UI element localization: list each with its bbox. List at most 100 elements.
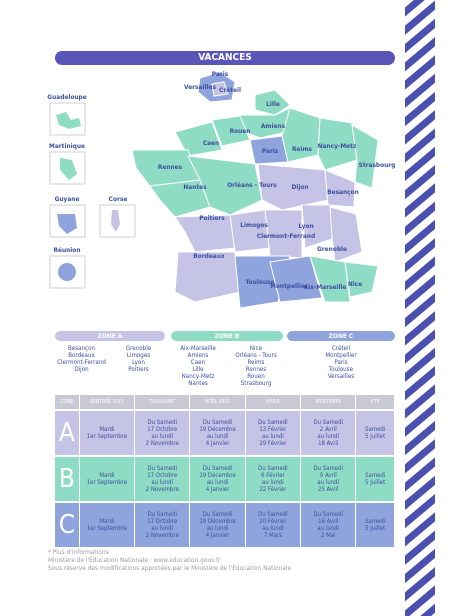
city: Lyon bbox=[132, 359, 145, 366]
city: Nantes bbox=[188, 380, 208, 387]
map-label: Poitiers bbox=[199, 214, 225, 222]
map-label: Aix-Marseille bbox=[304, 283, 347, 291]
city: Bordeaux bbox=[68, 352, 95, 359]
zone-cities: Besançon Bordeaux Clermont-Ferrand Dijon Gre… bbox=[55, 345, 165, 373]
map-label: Guadeloupe bbox=[47, 93, 86, 101]
table-cell: Samedi 5 Juillet bbox=[356, 457, 394, 501]
city: Paris bbox=[334, 359, 348, 366]
zone-letter: B bbox=[55, 457, 79, 501]
table-cell: Du Samedi 19 Décembre au lundi 4 Janvier bbox=[190, 411, 245, 455]
map-label: Martinique bbox=[49, 142, 85, 150]
table-cell: Du Samedi 17 Octobre au lundi 2 Novembre bbox=[135, 457, 190, 501]
table-cell: Du Samedi 2 Avril au lundi 18 Avril bbox=[301, 411, 356, 455]
city: Nice bbox=[249, 345, 263, 352]
city: Lille bbox=[192, 366, 204, 373]
table-cell: Samedi 5 Juillet bbox=[356, 411, 394, 455]
city: Strasbourg bbox=[240, 380, 272, 387]
footer-line: Sous réserve des modifications apportées… bbox=[48, 564, 292, 572]
map-label: Lille bbox=[266, 100, 280, 108]
city: Clermont-Ferrand bbox=[57, 359, 106, 366]
overseas-shapes bbox=[56, 112, 120, 281]
table-cell: Du Samedi 19 Décembre au lundi 4 Janvier bbox=[190, 503, 245, 547]
map-label: Nancy-Metz bbox=[318, 142, 357, 150]
map-label: Versailles bbox=[184, 83, 216, 91]
city: Rouen bbox=[247, 373, 265, 380]
map-label: Grenoble bbox=[317, 245, 347, 253]
city: Aix-Marseille bbox=[180, 345, 216, 352]
zone-label: ZONE B bbox=[171, 331, 283, 341]
city: Versailles bbox=[327, 373, 355, 380]
regions bbox=[131, 71, 379, 309]
map-label: Guyane bbox=[55, 195, 80, 203]
map-label: Strasbourg bbox=[359, 161, 396, 169]
map-label: Rennes bbox=[158, 163, 183, 171]
header-cell: RENTRÉE 2015 bbox=[79, 395, 135, 409]
map-label: Limoges bbox=[240, 221, 268, 229]
stripes bbox=[405, 0, 435, 616]
header-cell: ZONE bbox=[55, 395, 79, 409]
header-cell: HIVER bbox=[245, 395, 301, 409]
header-cell: PRINTEMPS bbox=[301, 395, 356, 409]
table-cell: Du Samedi 9 Avril au lundi 25 Avril bbox=[301, 457, 356, 501]
overseas-boxes bbox=[49, 102, 136, 289]
footer: * Plus d'informations Ministère de l'Édu… bbox=[48, 548, 291, 572]
map-label: Orléans - Tours bbox=[227, 181, 277, 189]
zone-cities: Aix-Marseille Amiens Caen Lille Nancy-Metz Na… bbox=[171, 345, 283, 387]
table-cell: Samedi 5 Juillet bbox=[356, 503, 394, 547]
map-label: Dijon bbox=[291, 183, 308, 191]
table-cell: Du Samedi 17 Octobre au lundi 2 Novembre bbox=[135, 503, 190, 547]
city: Rennes bbox=[245, 366, 267, 373]
footer-line: * Plus d'informations bbox=[48, 548, 109, 556]
map-label: Lyon bbox=[298, 222, 313, 230]
zone-letter: C bbox=[55, 503, 79, 547]
table-cell: Mardi 1er Septembre bbox=[79, 503, 135, 547]
city: Nancy-Metz bbox=[181, 373, 215, 380]
table-cell: Du Samedi 13 Février au lundi 29 Février bbox=[245, 411, 301, 455]
map-label: Paris bbox=[262, 147, 279, 155]
map-label: Caen bbox=[203, 139, 219, 147]
map-label: Nice bbox=[348, 280, 362, 288]
table-row: B Mardi 1er Septembre Du Samedi 17 Octobre… bbox=[55, 457, 395, 501]
header-row: ZONE RENTRÉE 2015 TOUSSAINT NOËL 2015 HIVER P… bbox=[55, 395, 395, 409]
city: Reims bbox=[247, 359, 265, 366]
map-label: Paris bbox=[212, 70, 229, 78]
city: Montpellier bbox=[325, 352, 357, 359]
map-label: Corse bbox=[109, 195, 128, 203]
table-cell: Du Samedi 19 Décembre au lundi 4 Janvier bbox=[190, 457, 245, 501]
map-label: Bordeaux bbox=[193, 252, 225, 260]
map-label: Toulouse bbox=[246, 278, 275, 286]
table-cell: Mardi 1er Septembre bbox=[79, 411, 135, 455]
city: Orléans - Tours bbox=[235, 352, 277, 359]
city: Poitiers bbox=[128, 366, 149, 373]
city: Dijon bbox=[74, 366, 89, 373]
city: Amiens bbox=[187, 352, 209, 359]
header-cell: TOUSSAINT bbox=[135, 395, 190, 409]
map-label: Besançon bbox=[327, 188, 359, 196]
city: Toulouse bbox=[328, 366, 354, 373]
table-cell: Du Samedi 17 Octobre au lundi 2 Novembre bbox=[135, 411, 190, 455]
city: Grenoble bbox=[125, 345, 152, 352]
map-label: Clermont-Ferrand bbox=[257, 232, 315, 240]
table-row: A Mardi 1er Septembre Du Samedi 17 Octobre… bbox=[55, 411, 395, 455]
table-cell: Du Samedi 6 Février au lundi 22 Février bbox=[245, 457, 301, 501]
title: VACANCES bbox=[55, 51, 395, 65]
city: Limoges bbox=[126, 352, 151, 359]
calendar-table: ZONE RENTRÉE 2015 TOUSSAINT NOËL 2015 HIVER P… bbox=[55, 395, 395, 547]
map-label: Reims bbox=[292, 145, 313, 153]
table-row: C Mardi 1er Septembre Du Samedi 17 Octobre… bbox=[55, 503, 395, 547]
map-label: Rouen bbox=[230, 127, 251, 135]
zone-letter: A bbox=[55, 411, 79, 455]
table-cell: Du Samedi 16 Avril au lundi 2 Mai bbox=[301, 503, 356, 547]
map-label: Amiens bbox=[261, 122, 286, 130]
header-cell: NOËL 2015 bbox=[190, 395, 245, 409]
zone-label: ZONE A bbox=[55, 331, 165, 341]
map-label: Réunion bbox=[54, 246, 81, 254]
map-label: Montpellier bbox=[270, 282, 308, 290]
map-label: Créteil bbox=[219, 86, 241, 94]
city: Caen bbox=[190, 359, 206, 366]
table-cell: Mardi 1er Septembre bbox=[79, 457, 135, 501]
